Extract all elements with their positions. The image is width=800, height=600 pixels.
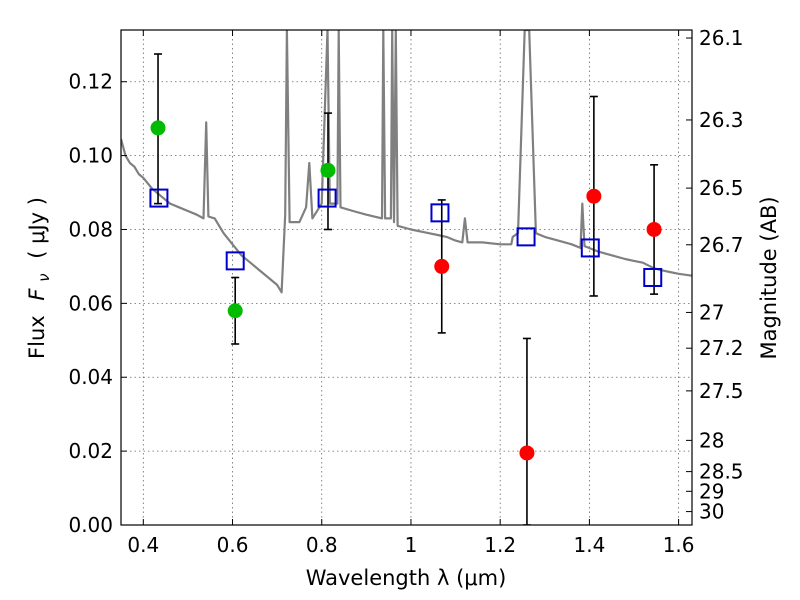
y-axis-label-subscript: ν [35,273,53,281]
plot-area [121,30,692,525]
y2-tick-label: 26.3 [699,108,744,132]
plot-frame [120,29,693,526]
y-tick-label: 0.04 [68,365,113,389]
y2-tick-label: 29 [699,479,724,503]
y-axis-label-prefix: Flux [25,315,49,359]
y2-tick-label: 26.5 [699,176,744,200]
green-data-point [150,120,166,136]
y-tick-label: 0.10 [68,144,113,168]
y2-tick-label: 26.1 [699,26,744,50]
model-flux-square [643,268,663,287]
red-data-point [586,188,602,204]
x-tick-label: 0.8 [306,533,338,557]
green-data-point [227,303,243,319]
red-data-point [519,445,535,461]
axes: 0.4 0.6 0.8 1 1.2 1.4 1.6 0.00 0.02 0.04 0.06 0.08 0… [68,26,743,557]
x-tick-label: 0.6 [217,533,249,557]
x-tick-label: 0.4 [127,533,159,557]
y2-tick-label: 30 [699,500,724,524]
y2-axis-label: Magnitude (AB) [757,196,781,359]
model-spectrum-line [121,30,692,294]
x-tick-label: 1.4 [573,533,605,557]
y-axis-label-unit: ( μJy ) [25,197,49,259]
y2-tick-label: 26.7 [699,233,744,257]
model-flux-square [430,203,450,223]
y-tick-label: 0.06 [68,291,113,315]
y2-tick-label: 28 [699,428,724,452]
y2-tick-label: 27.5 [699,379,744,403]
y-tick-label: 0.12 [68,70,113,94]
red-data-point [646,221,662,237]
x-tick-label: 1.6 [663,533,695,557]
y-tick-label: 0.08 [68,217,113,241]
green-data-point [320,162,336,178]
model-flux-square [317,188,337,208]
y-axis-label: Flux F ν ( μJy ) [25,197,54,359]
x-axis-label: Wavelength λ (μm) [306,566,507,590]
y-tick-label: 0.00 [68,513,113,537]
model-flux-square [516,227,536,247]
y2-tick-label: 28.5 [699,460,744,484]
y2-tick-label: 27.2 [699,336,744,360]
grid [121,30,692,526]
y-axis-label-symbol: F [25,288,49,301]
red-data-point [434,258,450,274]
model-flux-square [225,251,245,271]
y-tick-label: 0.02 [68,439,113,463]
model-flux-square [580,238,600,258]
y2-tick-label: 27 [699,300,724,324]
x-tick-label: 1.2 [484,533,516,557]
model-flux-square [149,188,169,208]
x-tick-label: 1 [405,533,418,557]
